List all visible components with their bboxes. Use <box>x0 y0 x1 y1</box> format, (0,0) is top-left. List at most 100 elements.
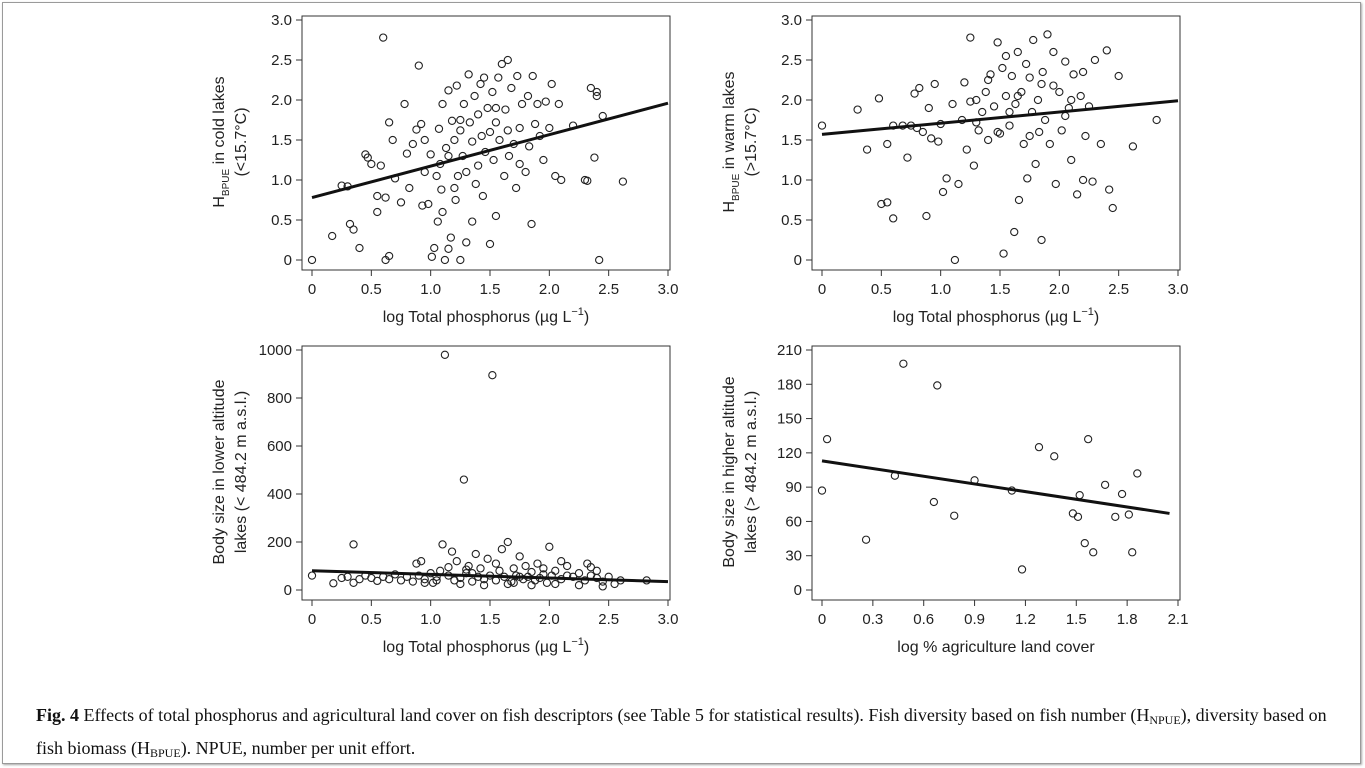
data-point <box>938 187 948 197</box>
y-tick-label: 1000 <box>259 342 292 359</box>
data-point <box>1105 185 1114 194</box>
data-point <box>483 554 492 563</box>
data-point <box>903 153 912 162</box>
x-tick-label: 1.5 <box>1066 611 1087 628</box>
data-point <box>568 572 578 581</box>
data-point <box>883 139 892 149</box>
data-point <box>402 149 412 158</box>
data-point <box>1011 99 1020 109</box>
data-point <box>355 243 364 253</box>
data-point <box>503 579 512 589</box>
data-point <box>966 97 975 106</box>
data-point <box>1124 510 1133 519</box>
data-point <box>515 123 524 133</box>
y-tick-label: 0 <box>794 252 802 269</box>
data-point <box>488 87 497 97</box>
chart-cold-lakes: 0 0.5 1.0 1.5 2.0 2.5 3.0 0 0.5 1.0 1.5 2.0 2.5 3.0 lo… <box>211 12 678 326</box>
data-point <box>523 91 533 101</box>
y-axis-label: Body size in lower altitude lakes (< 484.… <box>211 379 250 564</box>
y-tick-label: 30 <box>785 548 802 565</box>
data-point <box>533 99 542 109</box>
data-point <box>489 155 498 165</box>
data-point <box>962 145 971 154</box>
data-point <box>328 231 337 241</box>
y-tick-label: 3.0 <box>271 12 292 29</box>
data-point <box>503 126 512 135</box>
data-point <box>1117 489 1127 499</box>
data-point <box>995 129 1005 138</box>
data-point <box>444 151 453 161</box>
y-tick-label: 1.0 <box>271 172 292 189</box>
data-point <box>441 143 451 153</box>
data-point <box>337 573 346 583</box>
x-tick-label: 2.0 <box>539 611 560 628</box>
data-point <box>459 99 469 109</box>
data-point <box>483 103 492 113</box>
data-point <box>1037 235 1046 245</box>
trend-line <box>311 101 669 200</box>
data-point <box>468 577 477 586</box>
data-point <box>1037 79 1046 89</box>
data-point <box>983 135 993 145</box>
x-tick-label: 2.0 <box>1049 281 1070 298</box>
data-point <box>497 59 507 69</box>
x-tick-label: 3.0 <box>1168 281 1189 298</box>
data-point <box>1023 174 1032 183</box>
x-tick-label: 0.5 <box>871 281 892 298</box>
y-tick-label: 1.0 <box>781 172 802 189</box>
data-point <box>450 183 459 193</box>
data-point <box>562 561 572 571</box>
data-point <box>929 497 939 507</box>
y-label-sub: BPUE <box>221 169 232 197</box>
data-point <box>862 145 872 154</box>
data-point <box>476 564 485 573</box>
x-tick-label: 0.5 <box>361 611 382 628</box>
data-point <box>1128 142 1138 151</box>
data-point <box>899 359 908 368</box>
x-tick-label: 2.5 <box>1108 281 1129 298</box>
plot-border <box>811 15 1181 271</box>
data-point <box>438 540 447 549</box>
plot-border <box>301 15 671 271</box>
x-axis-label-sup: −1 <box>1081 306 1094 318</box>
y-tick-label: 3.0 <box>781 12 802 29</box>
data-point <box>530 119 540 129</box>
data-point <box>396 576 406 585</box>
data-point <box>592 91 601 101</box>
data-point <box>517 99 527 109</box>
data-point <box>1010 227 1019 237</box>
data-point <box>574 581 584 590</box>
data-point <box>1049 47 1058 57</box>
data-point <box>465 118 474 127</box>
data-point <box>983 75 993 85</box>
data-point <box>1078 175 1088 185</box>
data-point <box>427 252 437 261</box>
data-point <box>1013 47 1022 57</box>
data-point <box>1114 71 1123 81</box>
data-point <box>491 211 501 221</box>
data-point <box>547 79 556 89</box>
data-point <box>349 578 358 587</box>
x-tick-label: 0 <box>818 611 826 628</box>
data-point <box>998 63 1007 73</box>
data-point <box>981 87 990 97</box>
x-axis-label: log Total phosphorus (µg L−1) <box>383 636 589 656</box>
x-tick-label: 0 <box>818 281 826 298</box>
data-point <box>533 559 542 568</box>
data-point <box>507 83 516 93</box>
x-tick-label: 1.5 <box>480 611 501 628</box>
data-point <box>388 135 397 145</box>
data-point <box>452 81 461 90</box>
data-point <box>446 233 455 242</box>
y-axis-label-line1: Body size in lower altitude <box>211 379 228 564</box>
y-tick-label: 800 <box>267 390 292 407</box>
data-point <box>933 381 942 390</box>
data-point <box>485 239 495 249</box>
data-point <box>586 563 596 572</box>
data-point <box>509 564 518 573</box>
data-point <box>459 475 469 484</box>
data-point <box>1049 81 1058 90</box>
data-point <box>417 119 426 129</box>
data-point <box>942 174 951 183</box>
data-point <box>950 511 959 520</box>
